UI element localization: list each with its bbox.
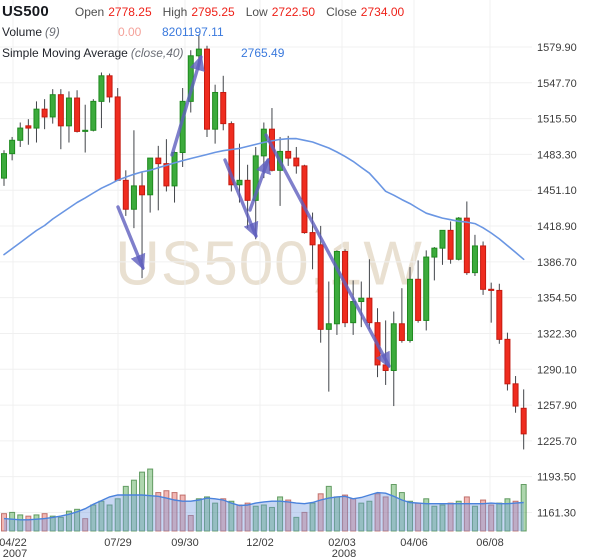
svg-text:1386.70: 1386.70 [537, 257, 577, 269]
volume-bars [1, 468, 527, 532]
close-label: Close [326, 5, 357, 19]
legend-row-sma: Simple Moving Average (close,40) 2765.49 [2, 46, 402, 60]
svg-text:1579.90: 1579.90 [537, 42, 577, 54]
high-label: High [162, 5, 188, 19]
sma-study-title[interactable]: Simple Moving Average [2, 46, 128, 60]
sma-study-params: (close,40) [130, 46, 184, 60]
open-value: 2778.25 [108, 5, 152, 19]
sma-value: 2765.49 [241, 46, 285, 60]
svg-text:1483.30: 1483.30 [537, 149, 577, 161]
svg-text:1322.30: 1322.30 [537, 328, 577, 340]
price-axis-labels[interactable]: 1579.90 1547.70 1515.50 1483.30 1451.10 1418.… [537, 42, 577, 519]
svg-text:09/30: 09/30 [171, 537, 199, 549]
legend-row-symbol: US500 Open 2778.25 High 2795.25 Low 2722… [2, 3, 415, 20]
svg-text:1290.10: 1290.10 [537, 364, 577, 376]
sma-line [3, 137, 525, 261]
volume-ma-area [3, 491, 524, 531]
svg-text:1225.70: 1225.70 [537, 436, 577, 448]
low-label: Low [245, 5, 268, 19]
svg-text:1161.30: 1161.30 [537, 507, 576, 519]
svg-text:1257.90: 1257.90 [537, 400, 577, 412]
open-label: Open [74, 5, 105, 19]
volume-value-1: 0.00 [118, 25, 142, 39]
svg-text:1547.70: 1547.70 [537, 78, 577, 90]
candles-layer [1, 34, 527, 450]
svg-text:1451.10: 1451.10 [537, 185, 577, 197]
legend-row-volume: Volume (9) 0.00 8201197.11 [2, 25, 402, 39]
volume-study-title[interactable]: Volume [2, 25, 43, 39]
high-value: 2795.25 [191, 5, 235, 19]
svg-text:04/06: 04/06 [400, 537, 428, 549]
close-value: 2734.00 [360, 5, 405, 19]
svg-text:07/29: 07/29 [104, 537, 132, 549]
svg-text:04/22: 04/22 [0, 537, 27, 549]
svg-text:2007: 2007 [3, 548, 27, 558]
svg-text:1193.50: 1193.50 [537, 472, 576, 484]
svg-text:06/08: 06/08 [476, 537, 504, 549]
symbol-watermark: US500,1W [115, 229, 423, 299]
symbol-title[interactable]: US500 [2, 3, 49, 20]
volume-value-2: 8201197.11 [162, 25, 224, 39]
volume-study-params: (9) [45, 25, 60, 39]
low-value: 2722.50 [271, 5, 316, 19]
trend-arrow-drawings[interactable] [116, 54, 391, 369]
svg-text:1354.50: 1354.50 [537, 293, 577, 305]
svg-text:02/03: 02/03 [328, 537, 356, 549]
svg-text:1418.90: 1418.90 [537, 221, 577, 233]
grid-lines [0, 0, 532, 531]
svg-text:1515.50: 1515.50 [537, 114, 577, 126]
svg-text:12/02: 12/02 [246, 537, 274, 549]
svg-text:2008: 2008 [332, 548, 356, 558]
